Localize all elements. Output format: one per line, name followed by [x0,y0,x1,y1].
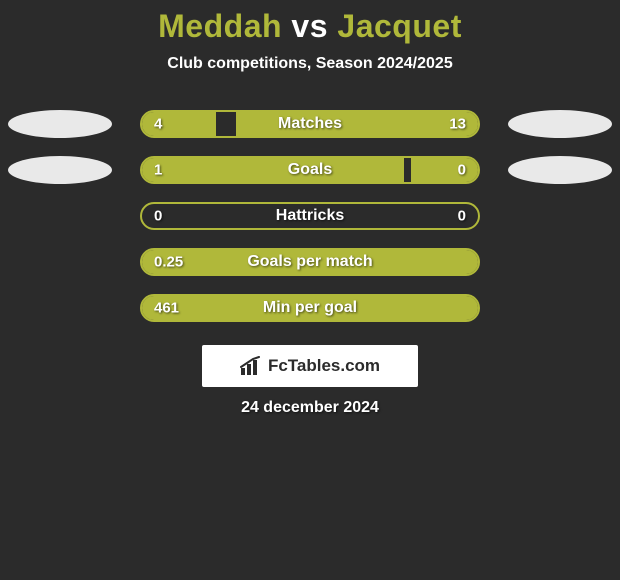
stat-label: Matches [278,115,342,133]
player1-avatar [8,156,112,184]
stat-bar: 0.25 Goals per match [140,248,480,276]
stat-row: 0 0 Hattricks [0,193,620,239]
stat-value-left: 0 [154,208,162,225]
stat-value-left: 4 [154,116,162,133]
stat-row: 0.25 Goals per match [0,239,620,285]
stat-bar: 1 0 Goals [140,156,480,184]
stat-bar: 461 Min per goal [140,294,480,322]
stat-value-right: 0 [458,208,466,225]
page-title: Meddah vs Jacquet [0,8,620,45]
subtitle: Club competitions, Season 2024/2025 [0,55,620,73]
stat-label: Goals per match [247,253,372,271]
comparison-card: Meddah vs Jacquet Club competitions, Sea… [0,0,620,580]
vs-separator: vs [291,8,328,44]
stat-value-left: 0.25 [154,254,183,271]
bar-right-fill [411,158,478,182]
player1-avatar [8,110,112,138]
player1-name: Meddah [158,8,282,44]
stat-value-left: 461 [154,300,179,317]
stats-rows: 4 13 Matches 1 0 Goals 0 0 Hattricks 0.25 Goals pe… [0,101,620,331]
stat-row: 4 13 Matches [0,101,620,147]
attribution-badge[interactable]: FcTables.com [202,345,418,387]
stat-row: 1 0 Goals [0,147,620,193]
attribution-text: FcTables.com [268,356,380,376]
stat-value-left: 1 [154,162,162,179]
stat-label: Min per goal [263,299,357,317]
stat-value-right: 13 [449,116,466,133]
player2-name: Jacquet [337,8,461,44]
stat-label: Goals [288,161,332,179]
date-text: 24 december 2024 [0,399,620,417]
bar-left-fill [142,158,404,182]
player2-avatar [508,110,612,138]
stat-bar: 4 13 Matches [140,110,480,138]
player2-avatar [508,156,612,184]
stat-bar: 0 0 Hattricks [140,202,480,230]
stat-value-right: 0 [458,162,466,179]
stat-row: 461 Min per goal [0,285,620,331]
bar-right-fill [236,112,478,136]
bars-icon [240,356,264,376]
stat-label: Hattricks [276,207,344,225]
